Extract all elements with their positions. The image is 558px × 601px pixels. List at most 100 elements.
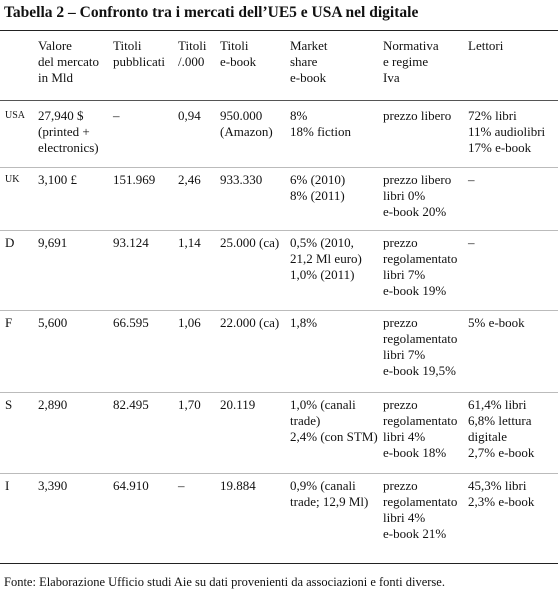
table-cell: libri 7% [383,347,426,362]
table-title: Tabella 2 – Confronto tra i mercati dell… [4,4,419,21]
table-cell: 93.124 [113,235,149,250]
table-cell: 0,5% (2010, [290,235,354,250]
header-cell: Titoli [178,38,207,53]
table-cell: trade) [290,413,321,428]
header-cell: Market [290,38,328,53]
table-cell: e-book 18% [383,445,447,460]
table-cell: 950.000 [220,108,263,123]
header-cell: e-book [290,70,327,85]
table-cell: regolamentato [383,251,458,266]
rule [0,392,558,393]
table-cell: 2,4% (con STM) [290,429,378,444]
table-cell: 1,14 [178,235,201,250]
table-cell: prezzo [383,397,418,412]
rule [0,473,558,474]
table-cell: prezzo [383,235,418,250]
rule [0,167,558,168]
header-cell: in Mld [38,70,74,85]
footnote: Fonte: Elaborazione Ufficio studi Aie su… [4,575,445,589]
table-cell: 11% audiolibri [468,124,546,139]
table-cell: libri 4% [383,429,426,444]
header-cell: del mercato [38,54,99,69]
table-cell: prezzo libero [383,172,452,187]
table-cell: 0,94 [178,108,201,123]
table-cell: 1,0% (2011) [290,267,355,282]
table-cell: 6,8% lettura [468,413,532,428]
table-cell: 25.000 (ca) [220,235,280,250]
table-cell: 2,890 [38,397,68,412]
row-label: D [5,235,15,250]
table-cell: – [468,235,475,250]
table-cell: 1,8% [290,315,318,330]
table-cell: 22.000 (ca) [220,315,280,330]
table-cell: electronics) [38,140,99,155]
table-cell: 3,390 [38,478,68,493]
rule [0,100,558,101]
row-label: I [5,478,10,493]
row-label: F [5,315,13,330]
header-cell: Titoli [220,38,249,53]
table-cell: 72% libri [468,108,517,123]
table-cell: 151.969 [113,172,156,187]
header-cell: pubblicati [113,54,165,69]
table-cell: 21,2 Ml euro) [290,251,362,266]
table-cell: 6% (2010) [290,172,346,187]
table-cell: 82.495 [113,397,149,412]
table-cell: digitale [468,429,507,444]
table-cell: e-book 19% [383,283,447,298]
table-cell: 8% (2011) [290,188,345,203]
table-cell: 64.910 [113,478,149,493]
table-cell: regolamentato [383,494,458,509]
table-cell: 66.595 [113,315,149,330]
header-cell: Valore [38,38,72,53]
table-cell: 27,940 $ [38,108,84,123]
table-cell: e-book 21% [383,526,447,541]
table-cell: e-book 19,5% [383,363,456,378]
header-cell: Iva [383,70,400,85]
rule [0,310,558,311]
table-cell: 2,7% e-book [468,445,535,460]
row-label: UK [5,174,20,185]
table-cell: prezzo [383,315,418,330]
table-cell: 1,70 [178,397,201,412]
table-cell: 45,3% libri [468,478,527,493]
table-cell: libri 0% [383,188,426,203]
rule [0,563,558,564]
table-cell: 5,600 [38,315,68,330]
table-cell: 19.884 [220,478,256,493]
table-cell: 1,0% (canali [290,397,356,412]
table-cell: 17% e-book [468,140,532,155]
header-cell: Titoli [113,38,142,53]
row-label: USA [5,110,26,121]
table-cell: (printed + [38,124,90,139]
table-cell: trade; 12,9 Ml) [290,494,369,509]
header-cell: /.000 [178,54,205,69]
table-cell: 2,46 [178,172,201,187]
table-cell: 20.119 [220,397,256,412]
table-cell: (Amazon) [220,124,273,139]
table-cell: – [468,172,475,187]
header-cell: Lettori [468,38,504,53]
table-cell: 3,100 £ [38,172,77,187]
table-cell: 1,06 [178,315,201,330]
row-label: S [5,397,13,412]
table-cell: 18% fiction [290,124,352,139]
table-cell: prezzo [383,478,418,493]
table-cell: 933.330 [220,172,263,187]
table-cell: prezzo libero [383,108,452,123]
rule [0,30,558,31]
table-cell: libri 4% [383,510,426,525]
header-cell: e-book [220,54,257,69]
table-cell: – [178,478,185,493]
header-cell: Normativa [383,38,439,53]
table-cell: – [113,108,120,123]
table-cell: 5% e-book [468,315,525,330]
header-cell: e regime [383,54,429,69]
table-cell: 61,4% libri [468,397,527,412]
table-cell: e-book 20% [383,204,447,219]
table-cell: regolamentato [383,413,458,428]
table-cell: 0,9% (canali [290,478,356,493]
table-cell: 9,691 [38,235,68,250]
table-cell: 8% [290,108,308,123]
